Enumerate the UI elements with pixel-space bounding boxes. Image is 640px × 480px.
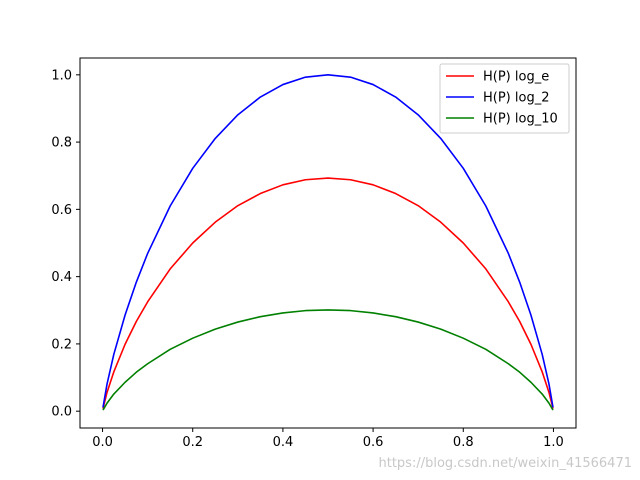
x-tick-label: 0.0: [92, 435, 113, 450]
x-tick-label: 0.6: [363, 435, 384, 450]
y-tick-label: 1.0: [51, 68, 72, 83]
x-tick-label: 1.0: [543, 435, 564, 450]
plot-frame: [79, 57, 577, 429]
legend-box: [439, 63, 570, 134]
y-axis: 0.0 0.2 0.4 0.6 0.8 1.0: [51, 68, 80, 420]
series-line-0: [102, 177, 554, 409]
x-tick-label: 0.2: [182, 435, 203, 450]
y-tick-label: 0.4: [51, 270, 72, 285]
legend-label-2: H(P) log_10: [483, 112, 558, 127]
series-line-2: [102, 309, 554, 411]
y-tick-label: 0.2: [51, 337, 72, 352]
y-tick-label: 0.6: [51, 203, 72, 218]
y-tick-label: 0.0: [51, 405, 72, 420]
legend-label-1: H(P) log_2: [483, 91, 549, 106]
legend-label-0: H(P) log_e: [483, 70, 549, 85]
watermark-text: https://blog.csdn.net/weixin_41566471: [378, 456, 632, 471]
series-line-1: [102, 74, 554, 408]
y-tick-label: 0.8: [51, 136, 72, 151]
x-tick-label: 0.8: [453, 435, 474, 450]
x-axis: 0.0 0.2 0.4 0.6 0.8 1.0: [92, 428, 564, 450]
legend: H(P) log_e H(P) log_2 H(P) log_10: [439, 63, 570, 134]
x-tick-label: 0.4: [273, 435, 294, 450]
series-layer: [102, 74, 554, 411]
